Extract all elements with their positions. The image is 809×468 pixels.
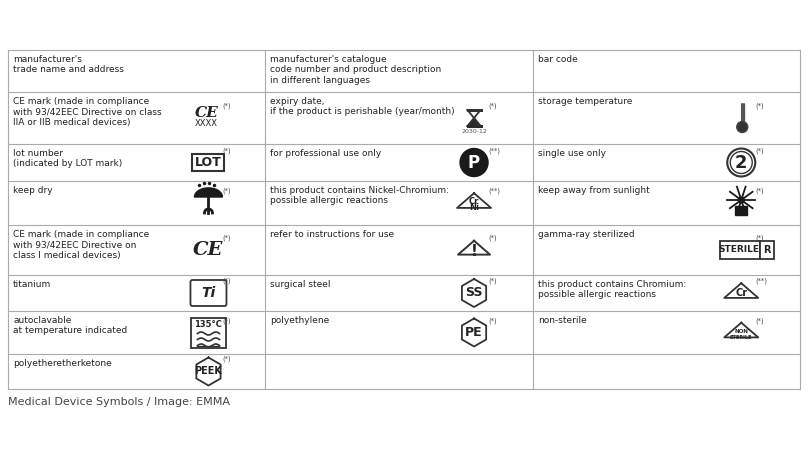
- Text: (**): (**): [756, 278, 767, 284]
- Text: (*): (*): [222, 102, 231, 109]
- Text: polyethylene: polyethylene: [270, 316, 329, 325]
- Text: (*): (*): [756, 317, 764, 323]
- Text: CE mark (made in compliance
with 93/42EEC Directive on class
IIA or IIB medical : CE mark (made in compliance with 93/42EE…: [13, 97, 162, 127]
- Text: (*): (*): [222, 278, 231, 284]
- Polygon shape: [462, 319, 486, 346]
- Text: for professional use only: for professional use only: [270, 149, 381, 158]
- Text: STERILE: STERILE: [718, 246, 760, 255]
- Text: gamma-ray sterilized: gamma-ray sterilized: [538, 230, 634, 239]
- Text: this product contains Nickel-Chromium:
possible allergic reactions: this product contains Nickel-Chromium: p…: [270, 186, 449, 205]
- Circle shape: [460, 148, 488, 176]
- Text: titanium: titanium: [13, 280, 51, 289]
- Text: R: R: [764, 245, 771, 255]
- Text: (*): (*): [488, 278, 497, 284]
- Bar: [193, 154, 224, 171]
- Text: (*): (*): [222, 147, 231, 154]
- Polygon shape: [457, 193, 491, 208]
- Text: lot number
(indicated by LOT mark): lot number (indicated by LOT mark): [13, 149, 122, 168]
- Text: XXXX: XXXX: [195, 119, 218, 129]
- Text: (*): (*): [488, 102, 497, 109]
- Text: !: !: [471, 243, 477, 258]
- Polygon shape: [743, 104, 744, 124]
- Text: autoclavable
at temperature indicated: autoclavable at temperature indicated: [13, 316, 127, 336]
- Polygon shape: [194, 188, 222, 197]
- Polygon shape: [468, 118, 481, 126]
- Text: PE: PE: [465, 326, 483, 339]
- Text: (**): (**): [488, 147, 500, 154]
- Text: SS: SS: [465, 286, 483, 300]
- Polygon shape: [468, 110, 481, 118]
- Text: keep away from sunlight: keep away from sunlight: [538, 186, 650, 195]
- Text: CE: CE: [195, 106, 218, 120]
- Bar: [760, 241, 774, 259]
- Text: manufacturer's
trade name and address: manufacturer's trade name and address: [13, 55, 124, 74]
- Circle shape: [727, 148, 756, 176]
- Text: Medical Device Symbols / Image: EMMA: Medical Device Symbols / Image: EMMA: [8, 397, 230, 407]
- Circle shape: [739, 197, 744, 203]
- Text: LOT: LOT: [195, 156, 222, 169]
- Text: 135°C: 135°C: [194, 320, 222, 329]
- Text: this product contains Chromium:
possible allergic reactions: this product contains Chromium: possible…: [538, 280, 686, 300]
- Circle shape: [737, 122, 748, 132]
- Bar: [191, 317, 226, 348]
- Text: refer to instructions for use: refer to instructions for use: [270, 230, 394, 239]
- FancyBboxPatch shape: [190, 280, 227, 306]
- Text: (*): (*): [222, 356, 231, 363]
- Text: bar code: bar code: [538, 55, 578, 64]
- Polygon shape: [197, 358, 221, 386]
- Text: P: P: [468, 154, 480, 171]
- Text: Cr: Cr: [469, 197, 479, 205]
- Text: (*): (*): [222, 188, 231, 194]
- Bar: [720, 241, 760, 259]
- Text: (*): (*): [488, 234, 497, 241]
- Text: manufacturer's catalogue
code number and product description
in different langua: manufacturer's catalogue code number and…: [270, 55, 441, 85]
- Bar: [735, 206, 748, 215]
- Text: non-sterile: non-sterile: [538, 316, 587, 325]
- Text: 2030-12: 2030-12: [461, 129, 487, 134]
- Text: Ni: Ni: [469, 204, 479, 212]
- Text: keep dry: keep dry: [13, 186, 53, 195]
- Text: CE: CE: [193, 241, 223, 259]
- Polygon shape: [458, 241, 490, 255]
- Text: Cr: Cr: [735, 288, 748, 298]
- Text: (*): (*): [222, 234, 231, 241]
- Text: CE mark (made in compliance
with 93/42EEC Directive on
class I medical devices): CE mark (made in compliance with 93/42EE…: [13, 230, 149, 260]
- Polygon shape: [462, 279, 486, 307]
- Text: (*): (*): [756, 188, 764, 194]
- Text: (*): (*): [756, 147, 764, 154]
- Text: expiry date,
if the product is perishable (year/month): expiry date, if the product is perishabl…: [270, 97, 455, 117]
- Text: NON: NON: [735, 329, 748, 334]
- Text: surgical steel: surgical steel: [270, 280, 331, 289]
- Text: polyetheretherketone: polyetheretherketone: [13, 359, 112, 368]
- Text: Ti: Ti: [201, 286, 215, 300]
- Circle shape: [731, 152, 752, 174]
- Text: (**): (**): [488, 188, 500, 194]
- Text: 2: 2: [735, 154, 748, 171]
- Text: (*): (*): [488, 317, 497, 323]
- Text: storage temperature: storage temperature: [538, 97, 633, 106]
- Text: STERILE: STERILE: [730, 335, 752, 340]
- Text: (*): (*): [222, 317, 231, 323]
- Polygon shape: [724, 322, 758, 337]
- Text: PEEK: PEEK: [194, 366, 222, 376]
- Text: (*): (*): [756, 102, 764, 109]
- Text: single use only: single use only: [538, 149, 606, 158]
- Polygon shape: [724, 283, 758, 298]
- Text: (*): (*): [756, 234, 764, 241]
